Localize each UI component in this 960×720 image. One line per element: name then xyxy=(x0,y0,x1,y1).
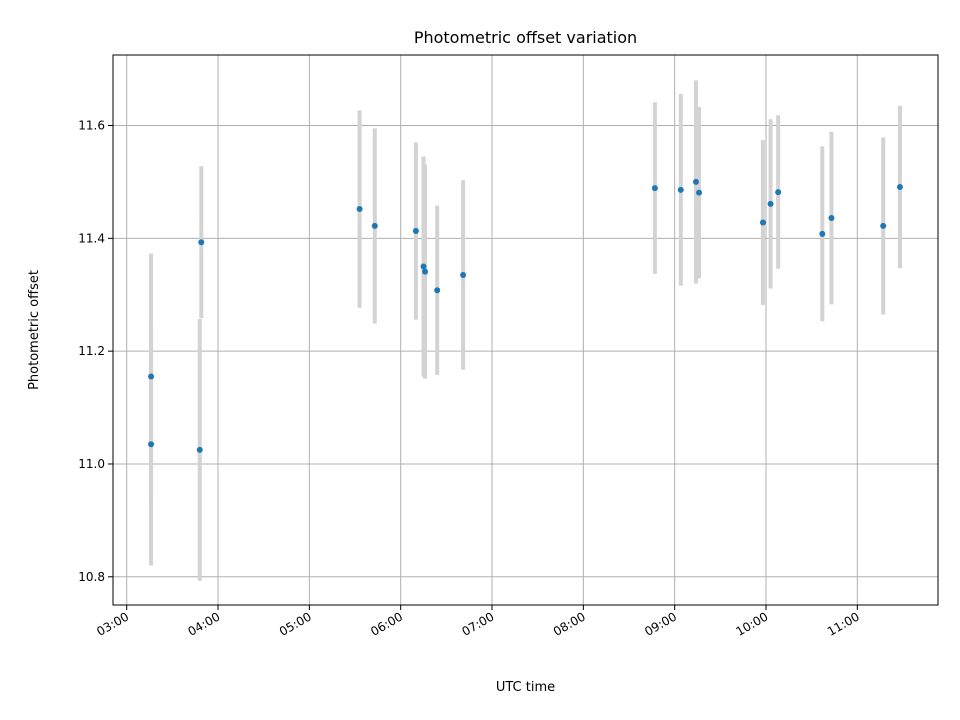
grid-lines xyxy=(113,55,938,605)
data-point xyxy=(677,186,684,193)
data-point xyxy=(460,272,467,278)
x-axis-label: UTC time xyxy=(496,680,555,695)
data-point xyxy=(880,222,887,229)
data-point xyxy=(412,228,419,234)
y-axis-label: Photometric offset xyxy=(27,270,42,390)
y-tick-label: 11.6 xyxy=(78,119,105,133)
data-points xyxy=(148,178,903,453)
data-point xyxy=(196,446,203,453)
data-point xyxy=(692,178,699,185)
y-tick-label: 10.8 xyxy=(78,570,105,584)
data-point xyxy=(651,185,658,192)
y-tick-label: 11.2 xyxy=(78,344,105,358)
data-point xyxy=(775,189,782,196)
data-point xyxy=(819,230,826,237)
plot-frame xyxy=(112,54,939,606)
data-point xyxy=(434,287,441,294)
y-tick-label: 11.0 xyxy=(78,457,105,471)
data-point xyxy=(148,373,155,380)
data-point xyxy=(148,441,155,448)
data-point xyxy=(696,189,703,196)
data-point xyxy=(371,222,378,229)
data-point xyxy=(767,200,774,207)
data-point xyxy=(759,219,766,226)
data-point xyxy=(828,215,835,222)
data-point xyxy=(420,263,427,270)
y-tick-label: 11.4 xyxy=(78,231,105,245)
data-point xyxy=(422,268,429,275)
chart-title: Photometric offset variation xyxy=(414,28,637,47)
data-point xyxy=(356,206,363,212)
data-point xyxy=(896,184,903,190)
data-point xyxy=(198,239,205,246)
